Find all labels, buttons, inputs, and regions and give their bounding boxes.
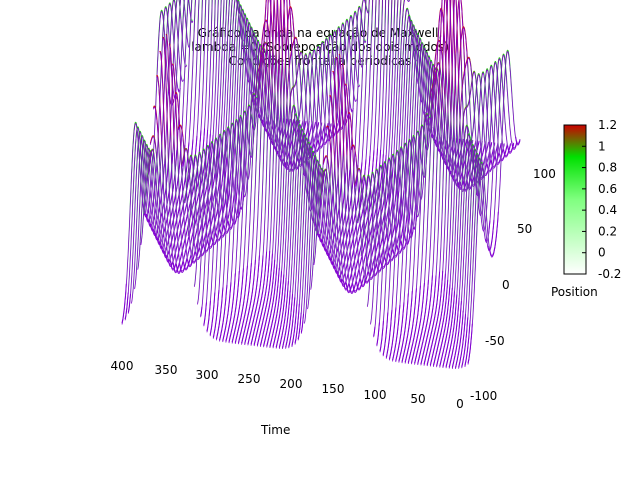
surface-mesh-line bbox=[153, 0, 200, 263]
surface-mesh-line bbox=[121, 11, 175, 325]
surface-mesh-line bbox=[137, 0, 191, 270]
surface-mesh bbox=[121, 0, 521, 370]
surface-mesh-line bbox=[156, 0, 203, 267]
surface-segment bbox=[253, 30, 255, 33]
surface-segment bbox=[164, 255, 166, 257]
surface-segment bbox=[146, 219, 149, 221]
surface-mesh-line bbox=[140, 0, 194, 246]
surface-segment bbox=[185, 63, 188, 66]
surface-segment bbox=[151, 136, 153, 138]
surface-mesh-line bbox=[168, 0, 216, 273]
surface-segment bbox=[254, 93, 256, 96]
surface-segment bbox=[184, 148, 187, 150]
surface-mesh-line bbox=[149, 0, 196, 259]
surface-segment bbox=[190, 264, 192, 266]
surface-mesh-line bbox=[165, 0, 213, 274]
surface-segment bbox=[149, 224, 151, 226]
surface-segment bbox=[195, 258, 197, 261]
surface-segment bbox=[163, 243, 165, 246]
surface-segment bbox=[194, 154, 197, 156]
surface-segment bbox=[166, 259, 169, 262]
surface-segment bbox=[137, 126, 140, 129]
surface-segment bbox=[175, 270, 178, 272]
surface-segment bbox=[191, 19, 194, 22]
surface-segment bbox=[174, 270, 176, 272]
surface-segment bbox=[182, 269, 184, 271]
surface-mesh-line bbox=[143, 0, 189, 250]
surface-segment bbox=[144, 139, 146, 142]
surface-mesh-line bbox=[131, 0, 184, 304]
surface-segment bbox=[186, 267, 188, 269]
surface-segment bbox=[192, 260, 194, 262]
surface-segment bbox=[160, 239, 163, 242]
surface-segment bbox=[175, 92, 178, 94]
surface-segment bbox=[151, 148, 153, 150]
surface-mesh-line bbox=[159, 0, 207, 271]
surface-segment bbox=[146, 144, 148, 146]
